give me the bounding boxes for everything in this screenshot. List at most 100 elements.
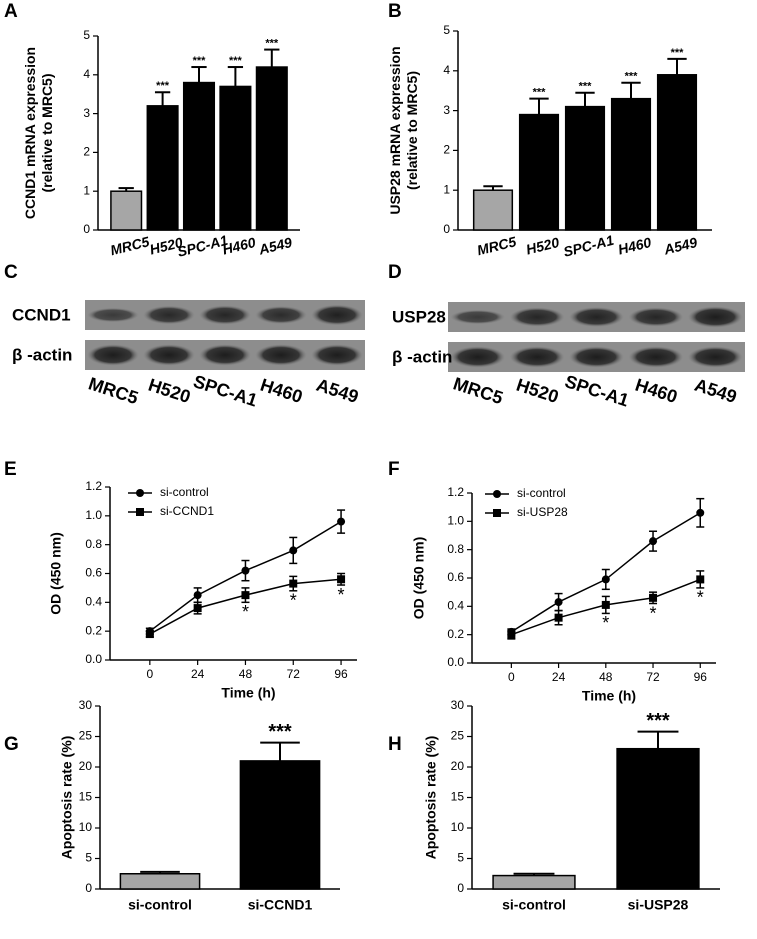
y-tick-label: 1.0 — [447, 514, 464, 528]
marker — [241, 591, 250, 600]
x-tick-label: 0 — [146, 667, 153, 681]
marker — [493, 490, 501, 498]
blot-row-label: CCND1 — [12, 305, 71, 324]
blot-band — [450, 309, 506, 325]
y-tick-label: 20 — [451, 759, 465, 773]
y-tick-label: 20 — [79, 759, 93, 773]
bar — [518, 113, 560, 231]
blot-band — [311, 344, 363, 366]
blot-band — [628, 307, 684, 327]
marker — [696, 508, 705, 517]
panel-label: B — [388, 1, 402, 22]
y-axis-title: OD (450 nm) — [48, 532, 64, 614]
blot-lane-label: SPC-A1 — [191, 371, 260, 410]
legend-label: si-control — [160, 485, 209, 499]
y-tick-label: 0 — [457, 881, 464, 895]
blot-band — [199, 305, 251, 325]
x-tick-label: H520 — [524, 234, 561, 258]
marker — [507, 630, 516, 639]
y-tick-label: 0.2 — [447, 627, 464, 641]
y-tick-label: 0.4 — [85, 595, 102, 609]
y-tick-label: 0.8 — [447, 542, 464, 556]
marker — [493, 509, 501, 517]
marker — [601, 600, 610, 609]
y-tick-label: 0.6 — [85, 566, 102, 580]
bar — [492, 874, 576, 890]
blot-band — [687, 346, 743, 368]
y-tick-label: 3 — [443, 103, 450, 117]
blot-lane-label: H460 — [633, 375, 680, 407]
y-axis-title: OD (450 nm) — [411, 537, 427, 619]
blot-lane-label: H460 — [258, 375, 305, 407]
blot-lane-label: A549 — [692, 375, 739, 407]
significance-label: * — [338, 585, 345, 605]
bar — [110, 190, 143, 231]
y-tick-label: 0.4 — [447, 599, 464, 613]
y-tick-label: 2 — [443, 143, 450, 157]
blot-lane-label: A549 — [314, 375, 361, 407]
panel-label: A — [4, 1, 18, 22]
legend-label: si-CCND1 — [160, 504, 214, 518]
x-tick-label: H460 — [221, 234, 258, 258]
legend-label: si-USP28 — [517, 505, 568, 519]
marker — [145, 630, 154, 639]
y-tick-label: 10 — [79, 820, 93, 834]
marker — [241, 566, 250, 575]
x-tick-label: MRC5 — [109, 233, 152, 258]
significance-label: * — [602, 613, 609, 633]
x-axis-title: Time (h) — [221, 685, 275, 701]
blot-band — [255, 306, 307, 324]
blot-band — [628, 346, 684, 368]
blot-lane-label: MRC5 — [86, 373, 141, 408]
blot-band — [87, 344, 139, 366]
x-tick-label: SPC-A1 — [562, 232, 616, 260]
marker — [289, 546, 298, 555]
x-tick-label: A549 — [661, 234, 699, 258]
y-tick-label: 0.2 — [85, 623, 102, 637]
significance-label: *** — [229, 55, 243, 67]
bar — [219, 85, 252, 231]
y-axis-title: Apoptosis rate (%) — [59, 736, 75, 860]
marker — [193, 591, 202, 600]
significance-label: *** — [625, 71, 639, 83]
y-axis-title: USP28 mRNA expression — [387, 46, 403, 214]
bar — [472, 189, 514, 231]
blot-row-label: β -actin — [392, 347, 452, 366]
y-axis-title: Apoptosis rate (%) — [423, 736, 439, 860]
significance-label: *** — [265, 37, 279, 49]
bar — [616, 747, 700, 890]
y-tick-label: 5 — [83, 28, 90, 42]
x-tick-label: H460 — [616, 234, 653, 258]
marker — [289, 579, 298, 588]
x-axis-title: Time (h) — [582, 688, 636, 704]
marker — [136, 508, 144, 516]
marker — [649, 593, 658, 602]
y-tick-label: 0 — [443, 222, 450, 236]
blot-band — [509, 307, 565, 327]
legend-label: si-control — [517, 486, 566, 500]
x-tick-label: H520 — [148, 234, 185, 258]
y-tick-label: 0 — [83, 222, 90, 236]
y-tick-label: 10 — [451, 820, 465, 834]
blot-band — [87, 307, 139, 323]
x-tick-label: si-control — [502, 897, 566, 913]
blot-band — [255, 344, 307, 366]
x-tick-label: 96 — [334, 667, 348, 681]
bar — [146, 105, 179, 231]
significance-label: *** — [671, 47, 685, 59]
blot-band — [450, 346, 506, 368]
y-tick-label: 25 — [79, 729, 93, 743]
marker — [601, 575, 610, 584]
significance-label: * — [242, 602, 249, 622]
x-tick-label: 0 — [508, 670, 515, 684]
y-tick-label: 30 — [79, 698, 93, 712]
blot-band — [509, 346, 565, 368]
blot-band — [569, 346, 624, 368]
panel-label: H — [388, 734, 402, 755]
y-tick-label: 5 — [443, 23, 450, 37]
bar — [255, 66, 288, 231]
x-tick-label: MRC5 — [475, 233, 518, 258]
blot-lane-label: SPC-A1 — [562, 371, 631, 410]
bar — [656, 74, 698, 231]
